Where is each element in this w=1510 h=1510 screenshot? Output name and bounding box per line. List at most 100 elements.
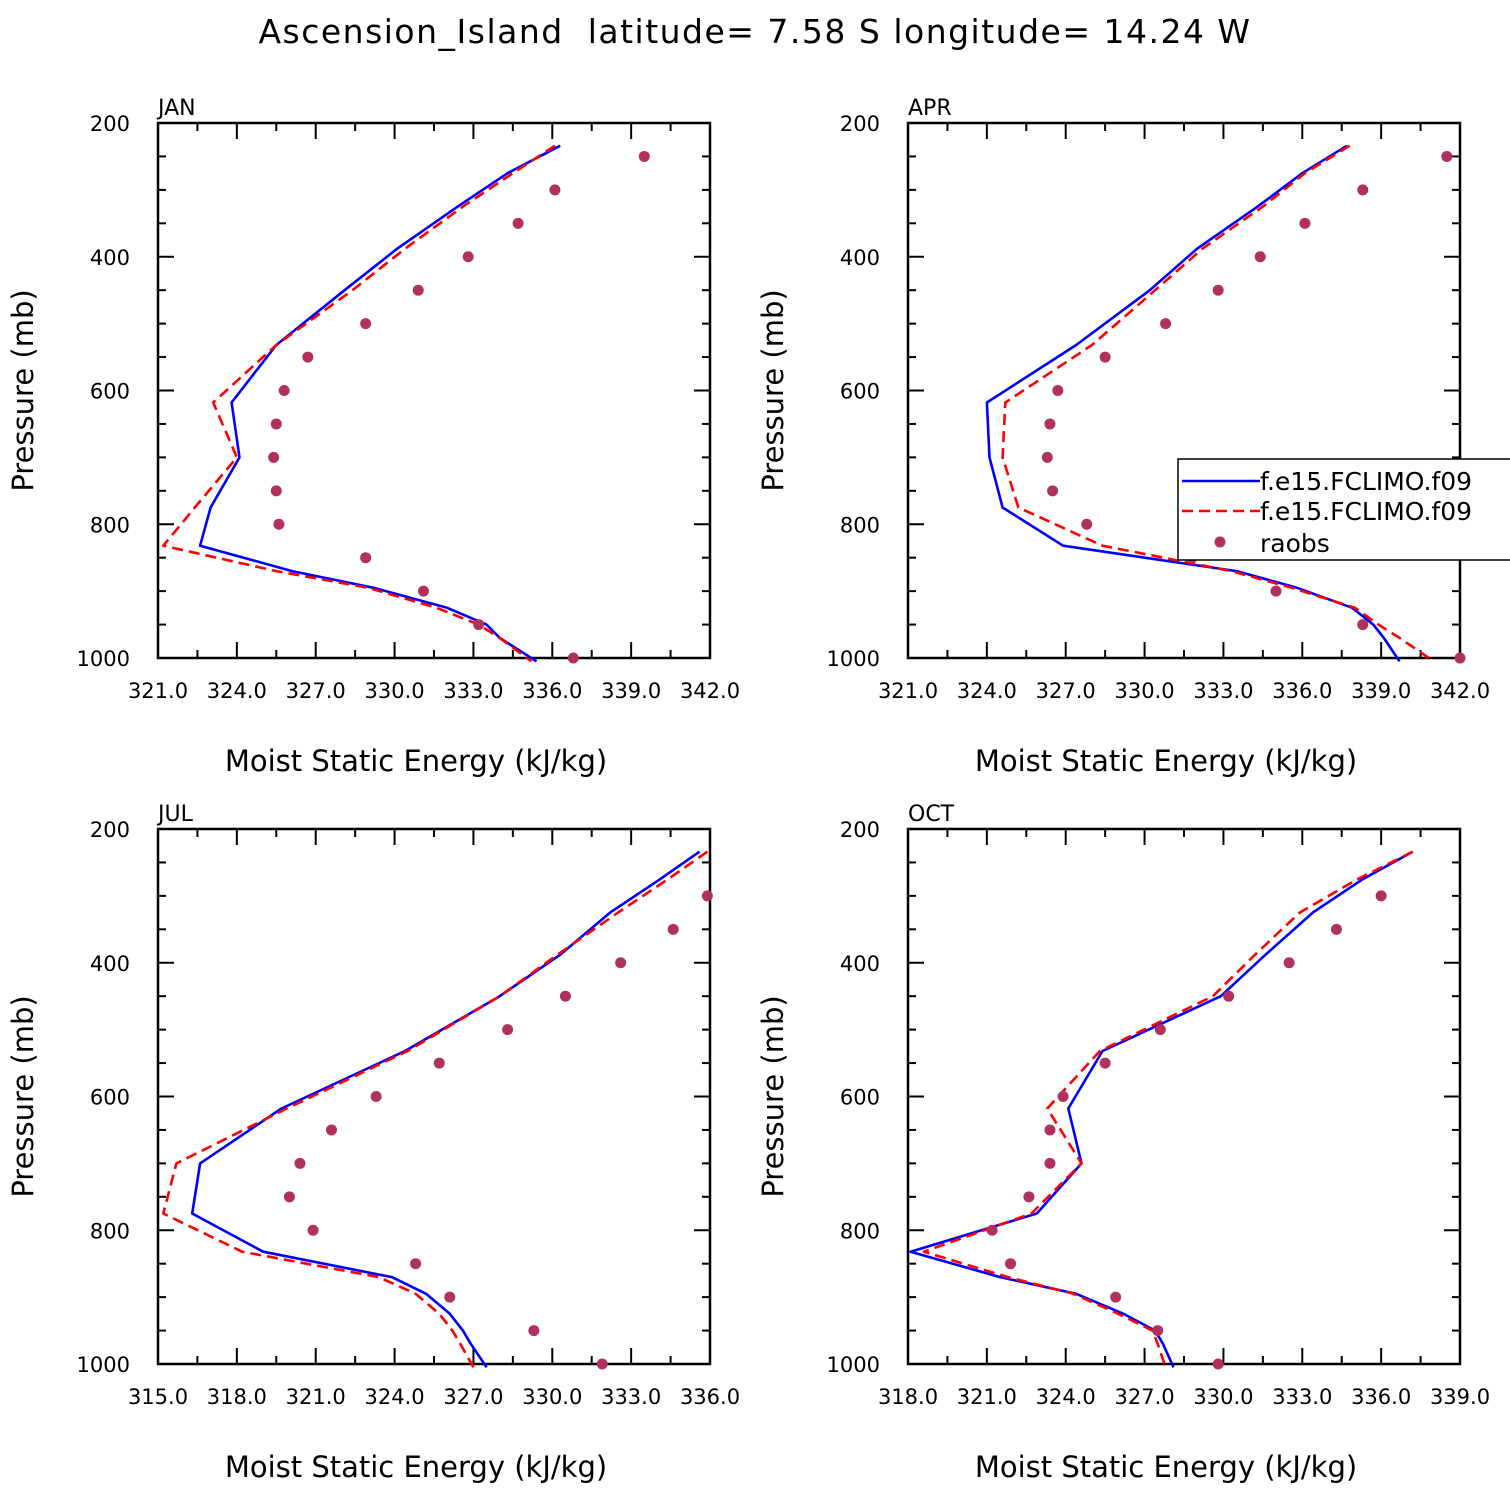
y-tick-label: 400: [840, 246, 880, 270]
raobs-point: [1041, 451, 1053, 463]
series-line-dashed: [922, 850, 1414, 1368]
raobs-point: [1212, 1358, 1224, 1370]
raobs-point: [1044, 1124, 1056, 1136]
raobs-point: [1044, 418, 1056, 430]
raobs-point: [549, 184, 561, 196]
raobs-point: [325, 1124, 337, 1136]
raobs-point: [360, 552, 372, 564]
raobs-point: [502, 1024, 514, 1036]
raobs-point: [1283, 957, 1295, 969]
y-axis-title: Pressure (mb): [756, 289, 790, 491]
x-tick-label: 321.0: [286, 1385, 346, 1409]
raobs-point: [1299, 217, 1311, 229]
x-tick-label: 330.0: [1193, 1385, 1253, 1409]
figure-title: Ascension_Island latitude= 7.58 S longit…: [258, 12, 1252, 51]
raobs-point: [701, 890, 713, 902]
raobs-point: [444, 1291, 456, 1303]
y-tick-label: 1000: [77, 1353, 130, 1377]
raobs-point: [462, 251, 474, 263]
x-axis-title: Moist Static Energy (kJ/kg): [225, 744, 607, 778]
y-axis-title: Pressure (mb): [6, 289, 40, 491]
raobs-point: [986, 1224, 998, 1236]
x-tick-label: 333.0: [601, 1385, 661, 1409]
y-tick-label: 1000: [77, 647, 130, 671]
raobs-point: [1023, 1191, 1035, 1203]
raobs-point: [1330, 923, 1342, 935]
raobs-point: [1357, 184, 1369, 196]
x-tick-label: 339.0: [1430, 1385, 1490, 1409]
raobs-point: [270, 485, 282, 497]
panel-title: OCT: [908, 802, 955, 827]
raobs-point: [1212, 284, 1224, 296]
legend-box: [1177, 458, 1510, 561]
raobs-point: [596, 1358, 608, 1370]
y-tick-label: 200: [90, 818, 130, 842]
legend-label: f.e15.FCLIMO.f09: [1260, 497, 1472, 526]
x-tick-label: 336.0: [522, 679, 582, 703]
legend-label: raobs: [1260, 529, 1330, 558]
raobs-point: [412, 284, 424, 296]
x-tick-label: 336.0: [680, 1385, 740, 1409]
legend-marker-raobs: [1214, 536, 1226, 548]
x-tick-label: 327.0: [443, 1385, 503, 1409]
raobs-point: [1357, 619, 1369, 631]
raobs-point: [1047, 485, 1059, 497]
x-tick-label: 336.0: [1351, 1385, 1411, 1409]
raobs-point: [559, 990, 571, 1002]
raobs-point: [283, 1191, 295, 1203]
y-axis-title: Pressure (mb): [756, 995, 790, 1197]
raobs-point: [1441, 150, 1453, 162]
raobs-point: [360, 318, 372, 330]
y-tick-label: 800: [840, 513, 880, 537]
y-tick-label: 800: [840, 1219, 880, 1243]
x-tick-label: 330.0: [365, 679, 425, 703]
raobs-point: [270, 418, 282, 430]
raobs-point: [1160, 318, 1172, 330]
raobs-point: [1052, 385, 1064, 396]
y-tick-label: 600: [90, 380, 130, 404]
series-line-dashed: [1001, 144, 1435, 663]
x-tick-label: 324.0: [957, 679, 1017, 703]
raobs-point: [638, 150, 650, 162]
x-tick-label: 324.0: [1036, 1385, 1096, 1409]
x-axis-title: Moist Static Energy (kJ/kg): [225, 1450, 607, 1484]
raobs-point: [1152, 1325, 1164, 1337]
series-line-solid: [985, 144, 1401, 663]
series-line-solid: [190, 850, 701, 1369]
x-tick-label: 330.0: [1115, 679, 1175, 703]
raobs-point: [1057, 1091, 1069, 1102]
raobs-point: [278, 385, 290, 396]
x-tick-label: 330.0: [522, 1385, 582, 1409]
raobs-point: [410, 1258, 422, 1270]
plot-frame: [906, 827, 1462, 1366]
y-tick-label: 600: [90, 1086, 130, 1110]
raobs-point: [615, 957, 627, 969]
raobs-point: [1044, 1157, 1056, 1169]
series-line-dashed: [162, 144, 556, 663]
raobs-point: [294, 1157, 306, 1169]
raobs-point: [567, 652, 579, 664]
x-tick-label: 333.0: [1193, 679, 1253, 703]
x-tick-label: 342.0: [680, 679, 740, 703]
raobs-point: [1110, 1291, 1122, 1303]
y-tick-label: 200: [840, 112, 880, 136]
plot-frame: [156, 827, 712, 1366]
y-tick-label: 400: [840, 952, 880, 976]
raobs-point: [1154, 1024, 1166, 1036]
raobs-point: [370, 1091, 382, 1102]
x-tick-label: 333.0: [1272, 1385, 1332, 1409]
raobs-point: [1081, 518, 1093, 530]
x-tick-label: 327.0: [286, 679, 346, 703]
raobs-point: [268, 451, 280, 463]
x-axis-title: Moist Static Energy (kJ/kg): [975, 1450, 1357, 1484]
plot-frame: [906, 121, 1462, 660]
x-tick-label: 339.0: [1351, 679, 1411, 703]
y-tick-label: 400: [90, 246, 130, 270]
raobs-point: [417, 585, 429, 597]
raobs-point: [1005, 1258, 1017, 1270]
x-tick-label: 339.0: [601, 679, 661, 703]
y-tick-label: 1000: [827, 1353, 880, 1377]
legend-label: f.e15.FCLIMO.f09: [1260, 467, 1472, 496]
y-tick-label: 400: [90, 952, 130, 976]
